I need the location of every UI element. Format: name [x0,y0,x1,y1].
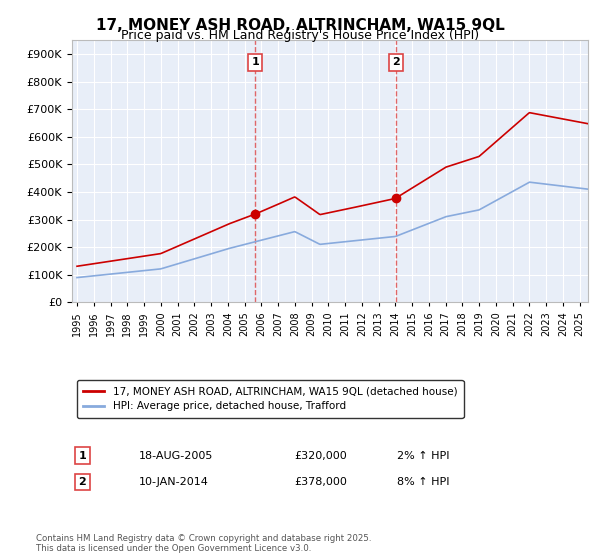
Text: 18-AUG-2005: 18-AUG-2005 [139,451,214,461]
Text: 17, MONEY ASH ROAD, ALTRINCHAM, WA15 9QL: 17, MONEY ASH ROAD, ALTRINCHAM, WA15 9QL [95,18,505,33]
Text: 10-JAN-2014: 10-JAN-2014 [139,477,209,487]
Text: Price paid vs. HM Land Registry's House Price Index (HPI): Price paid vs. HM Land Registry's House … [121,29,479,42]
Text: 2: 2 [79,477,86,487]
Text: 1: 1 [251,57,259,67]
Text: £378,000: £378,000 [294,477,347,487]
Text: Contains HM Land Registry data © Crown copyright and database right 2025.
This d: Contains HM Land Registry data © Crown c… [36,534,371,553]
Text: 1: 1 [79,451,86,461]
Legend: 17, MONEY ASH ROAD, ALTRINCHAM, WA15 9QL (detached house), HPI: Average price, d: 17, MONEY ASH ROAD, ALTRINCHAM, WA15 9QL… [77,380,464,418]
Text: 2: 2 [392,57,400,67]
Text: 8% ↑ HPI: 8% ↑ HPI [397,477,449,487]
Text: £320,000: £320,000 [294,451,347,461]
Text: 2% ↑ HPI: 2% ↑ HPI [397,451,449,461]
